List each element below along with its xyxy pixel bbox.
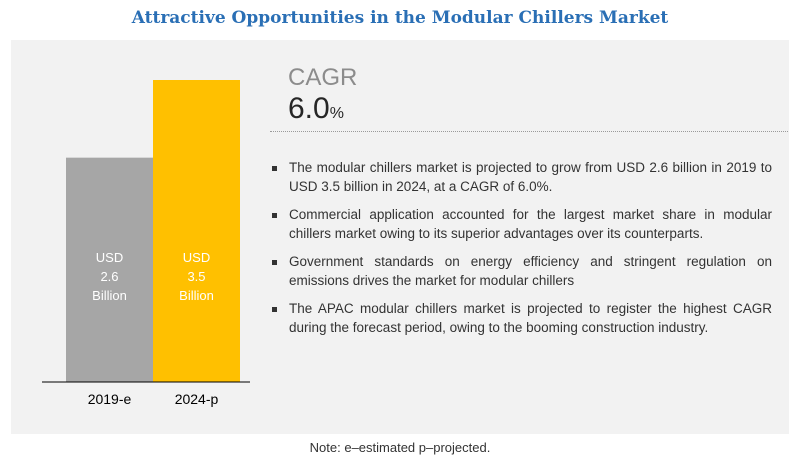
cagr-value: 6.0% [288,92,344,126]
bar-value-label: 3.5 [187,269,205,284]
cagr-number: 6.0 [288,92,330,125]
bar-2019-e [66,157,153,382]
bar-value-label: USD [96,250,123,265]
bullet-marker [272,213,277,218]
bar-value-label: USD [183,250,210,265]
bar-value-label: Billion [179,288,214,303]
bar-2024-p [153,80,240,382]
footnote: Note: e–estimated p–projected. [309,440,491,455]
x-tick-label: 2024-p [175,391,219,407]
bullet-item: Commercial application accounted for the… [272,206,772,243]
bullet-item: The modular chillers market is projected… [272,159,772,196]
bullet-item: Government standards on energy efficienc… [272,253,772,290]
x-tick-label: 2019-e [88,391,132,407]
bullet-text: The modular chillers market is projected… [289,160,772,194]
bullet-text: Government standards on energy efficienc… [289,254,772,288]
bullet-text: Commercial application accounted for the… [289,207,772,241]
page-title: Attractive Opportunities in the Modular … [131,8,669,28]
bullet-marker [272,307,277,312]
bullet-marker [272,260,277,265]
bullet-list: The modular chillers market is projected… [272,159,772,347]
divider [270,131,788,132]
bullet-marker [272,166,277,171]
bullet-item: The APAC modular chillers market is proj… [272,300,772,337]
cagr-unit: % [329,105,344,122]
bar-value-label: 2.6 [100,269,118,284]
cagr-label: CAGR [288,64,358,91]
bullet-text: The APAC modular chillers market is proj… [289,301,772,335]
bar-value-label: Billion [92,288,127,303]
